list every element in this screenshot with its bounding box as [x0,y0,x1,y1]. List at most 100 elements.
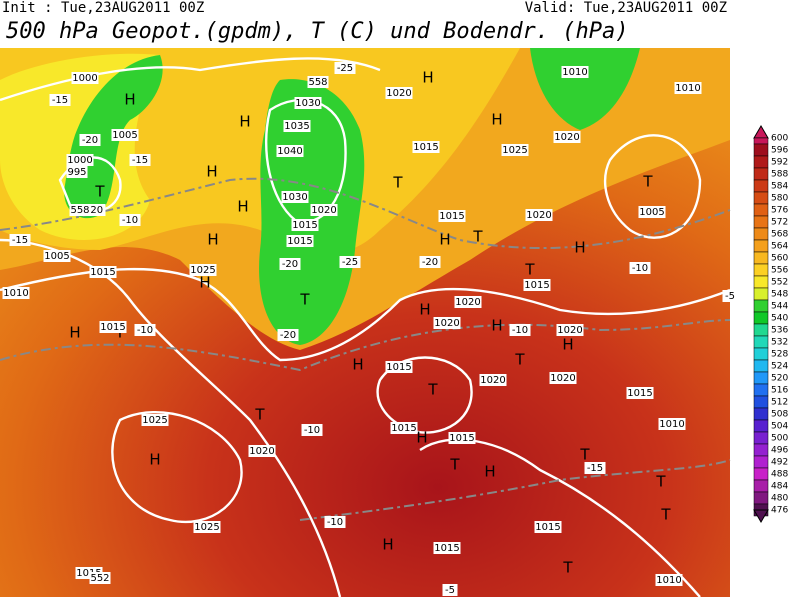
pressure-label: 1020 [557,325,582,336]
label-box [286,235,314,247]
pressure-label: 1030 [282,192,307,203]
colorbar-swatch [753,371,769,385]
high-marker: H [207,231,218,249]
isotherm [0,177,731,250]
high-marker: H [352,356,363,374]
high-marker: H [419,301,430,319]
colorbar-label: 488 [771,470,788,480]
temperature-label: -20 [87,205,103,216]
pressure-label: 1015 [100,322,125,333]
colorbar-label: 476 [771,506,788,516]
label-box [553,131,581,143]
colorbar-swatch [753,143,769,157]
map-title: 500 hPa Geopot.(gpdm), T (C) und Bodendr… [6,19,629,44]
colorbar-swatch [753,347,769,361]
isobar [111,411,243,524]
colorbar-swatch [753,443,769,457]
low-marker: T [579,446,590,464]
colorbar-swatch [753,359,769,373]
colorbar-swatch [753,239,769,253]
colorbar-swatch [753,299,769,313]
pressure-label: 1025 [502,145,527,156]
label-box [69,204,91,216]
pressure-label: 1015 [439,211,464,222]
colorbar-swatch [753,215,769,229]
label-box [49,94,71,106]
high-marker: H [491,317,502,335]
temperature-label: -15 [132,155,148,166]
isobar [0,267,731,362]
label-box [479,374,507,386]
label-box [66,166,88,178]
label-box [79,134,101,146]
label-box [89,572,111,584]
label-box [129,154,151,166]
pressure-label: 1015 [287,236,312,247]
pressure-label: 1010 [675,83,700,94]
temperature-label: -10 [304,425,320,436]
label-box [655,574,683,586]
label-box [119,214,141,226]
label-box [301,424,323,436]
label-box [141,414,169,426]
pressure-label: 1035 [284,121,309,132]
low-marker: T [472,228,483,246]
height-label: 552 [90,573,109,584]
colorbar-label: 496 [771,446,788,456]
label-box [629,262,651,274]
label-box [385,87,413,99]
temperature-label: -10 [632,263,648,274]
colorbar-label: 484 [771,482,788,492]
colorbar-label: 564 [771,242,788,252]
isobar [0,57,381,102]
temperature-label: -10 [327,517,343,528]
colorbar-label: 544 [771,302,788,312]
temperature-label: -20 [82,135,98,146]
high-marker: H [199,274,210,292]
colorbar-swatch [753,287,769,301]
label-box [390,422,418,434]
label-box [412,141,440,153]
colorbar-label: 480 [771,494,788,504]
label-box [43,250,71,262]
label-box [339,256,361,268]
colorbar-cap [753,125,769,139]
label-box [509,324,531,336]
high-marker: H [416,429,427,447]
label-box [638,206,666,218]
label-box [385,361,413,373]
high-marker: H [491,111,502,129]
pressure-label: 1010 [659,419,684,430]
label-box [276,145,304,157]
temperature-label: -20 [282,259,298,270]
label-box [307,76,329,88]
temperature-label: -10 [122,215,138,226]
colorbar-swatch [753,263,769,277]
pressure-label: 1010 [656,575,681,586]
label-box [433,317,461,329]
low-marker: T [660,506,671,524]
colorbar-label: 524 [771,362,788,372]
temperature-label: -25 [337,63,353,74]
colorbar-label: 584 [771,182,788,192]
label-box [193,521,221,533]
pressure-label: 1015 [391,423,416,434]
pressure-label: 1010 [562,67,587,78]
label-box [283,120,311,132]
label-box [534,521,562,533]
high-marker: H [439,231,450,249]
colorbar-label: 580 [771,194,788,204]
high-marker: H [239,113,250,131]
pressure-label: 995 [67,167,86,178]
low-marker: T [392,174,403,192]
label-box [324,516,346,528]
colorbar-swatch [753,203,769,217]
label-box [438,210,466,222]
label-box [9,234,31,246]
colorbar-label: 576 [771,206,788,216]
pressure-label: 1015 [627,388,652,399]
pressure-label: 1020 [480,375,505,386]
low-marker: T [94,183,105,201]
colorbar-cap [753,509,769,523]
